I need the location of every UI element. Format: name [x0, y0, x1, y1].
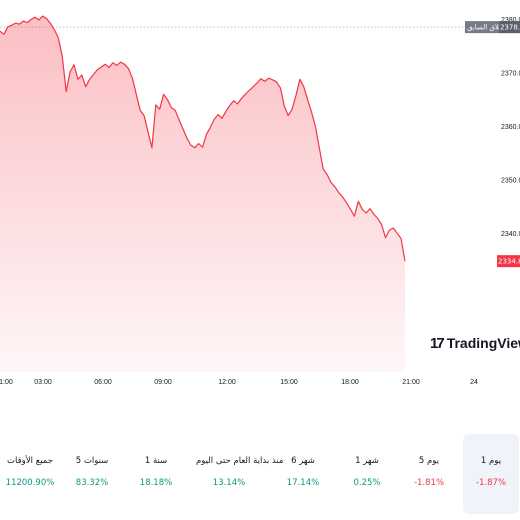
- period-change: 83.32%: [75, 478, 109, 488]
- period-label: 5 سنوات: [75, 456, 109, 466]
- last-price-tag: 2334.80: [497, 255, 520, 268]
- period-label: 1 سنة: [144, 456, 168, 466]
- prev-close-value-bg: [499, 21, 520, 34]
- period-tab[interactable]: 1 شهر 0.25%: [339, 434, 395, 514]
- tradingview-logo-icon: 17: [430, 334, 445, 352]
- prev-close-label: الإغلاق السابق: [467, 24, 509, 32]
- y-tick-label: 2360.00: [501, 124, 520, 131]
- x-tick-label: 12:00: [218, 379, 236, 386]
- x-axis: 21:00 03:00 06:00 09:00 12:00 15:00 18:00 21:00…: [0, 379, 478, 386]
- y-axis: 2380.00 2370.00 2360.00 2350.00 2340.00: [501, 17, 520, 238]
- x-tick-label: 15:00: [280, 379, 298, 386]
- x-tick-label: 24: [470, 379, 478, 386]
- prev-close-value: 2378.55: [500, 24, 520, 32]
- period-change: 17.14%: [286, 478, 320, 488]
- price-line: [0, 15, 406, 262]
- period-tab[interactable]: منذ بداية العام حتى اليوم 13.14%: [196, 434, 284, 514]
- period-label: منذ بداية العام حتى اليوم: [196, 456, 284, 466]
- price-chart[interactable]: 2380.00 2370.00 2360.00 2350.00 2340.00 21:0…: [0, 0, 520, 395]
- period-change: 11200.90%: [5, 478, 55, 488]
- x-tick-label: 21:00: [0, 379, 13, 386]
- y-tick-label: 2380.00: [501, 17, 520, 24]
- period-tab[interactable]: 1 يوم -1.87%: [463, 434, 519, 514]
- y-tick-label: 2370.00: [501, 70, 520, 77]
- period-label: جميع الأوقات: [7, 456, 53, 466]
- period-change: 13.14%: [212, 478, 246, 488]
- tradingview-logo[interactable]: 17 TradingView: [430, 331, 520, 355]
- period-change: 18.18%: [139, 478, 173, 488]
- x-tick-label: 18:00: [341, 379, 359, 386]
- period-tab[interactable]: 5 يوم -1.81%: [401, 434, 457, 514]
- period-label: 1 شهر: [355, 456, 379, 466]
- period-label: 1 يوم: [480, 456, 502, 466]
- y-tick-label: 2340.00: [501, 231, 520, 238]
- period-label: 6 شهر: [291, 456, 315, 466]
- period-tab[interactable]: 6 شهر 17.14%: [275, 434, 331, 514]
- period-performance-bar: 1 يوم -1.87% 5 يوم -1.81% 1 شهر 0.25% 6 …: [0, 434, 520, 514]
- period-change: 0.25%: [353, 478, 381, 488]
- y-tick-label: 2350.00: [501, 177, 520, 184]
- price-area: [0, 16, 405, 372]
- x-tick-label: 21:00: [402, 379, 420, 386]
- period-tab[interactable]: 5 سنوات 83.32%: [64, 434, 120, 514]
- period-tab[interactable]: 1 سنة 18.18%: [128, 434, 184, 514]
- period-change: -1.87%: [475, 478, 507, 488]
- last-price-tag-bg: [497, 255, 520, 268]
- x-tick-label: 03:00: [34, 379, 52, 386]
- last-price-value: 2334.80: [498, 258, 520, 266]
- period-change: -1.81%: [413, 478, 445, 488]
- x-tick-label: 09:00: [154, 379, 172, 386]
- prev-close-tag-bg: [465, 21, 520, 34]
- period-tab[interactable]: جميع الأوقات 11200.90%: [2, 434, 58, 514]
- x-tick-label: 06:00: [94, 379, 112, 386]
- period-label: 5 يوم: [418, 456, 440, 466]
- tradingview-logo-text: TradingView: [446, 335, 520, 351]
